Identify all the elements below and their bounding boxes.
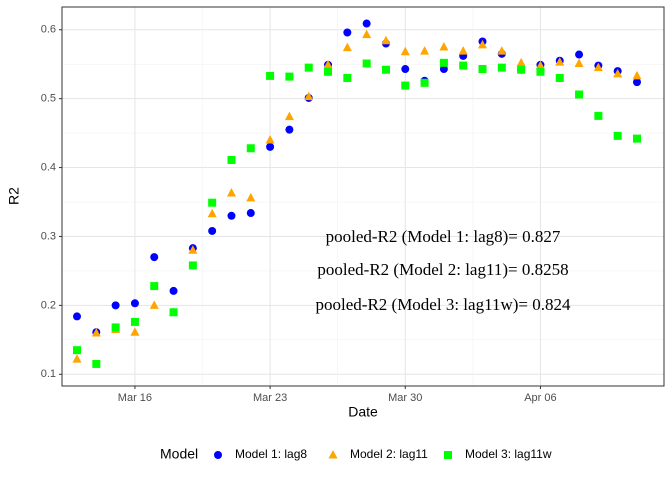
- marks: [72, 19, 642, 368]
- point: [613, 68, 623, 78]
- point: [323, 59, 333, 69]
- point: [169, 286, 178, 295]
- x-tick-label: Mar 16: [118, 392, 152, 404]
- point: [516, 57, 526, 67]
- annotation: pooled-R2 (Model 1: lag8)= 0.827: [326, 227, 561, 246]
- x-tick-label: Mar 23: [253, 392, 287, 404]
- point: [285, 72, 294, 81]
- point: [439, 65, 448, 74]
- point: [362, 59, 371, 68]
- point: [111, 323, 120, 332]
- point: [555, 57, 565, 66]
- point: [246, 192, 256, 202]
- point: [517, 65, 526, 74]
- point: [284, 111, 294, 121]
- point: [459, 61, 468, 70]
- point: [478, 65, 487, 74]
- point: [324, 67, 333, 76]
- point: [285, 125, 294, 134]
- point: [92, 359, 101, 368]
- point: [478, 39, 488, 49]
- point: [574, 58, 584, 68]
- point: [188, 261, 197, 270]
- point: [150, 282, 159, 291]
- y-tick-label: 0.2: [41, 299, 56, 311]
- point: [150, 253, 159, 262]
- point: [536, 67, 545, 76]
- point: [304, 91, 314, 101]
- point: [208, 198, 217, 207]
- x-axis-title: Date: [348, 404, 378, 420]
- point: [594, 111, 603, 120]
- point: [593, 62, 603, 72]
- point: [535, 60, 545, 70]
- point: [169, 308, 178, 317]
- panel-border: [61, 6, 665, 387]
- point: [73, 312, 81, 321]
- point: [208, 226, 217, 235]
- point: [343, 73, 352, 82]
- annotation: pooled-R2 (Model 3: lag11w)= 0.824: [316, 295, 571, 314]
- point: [632, 70, 642, 80]
- legend-label: Model 3: lag11w: [465, 447, 552, 461]
- point: [575, 50, 584, 59]
- point: [91, 327, 101, 337]
- point: [207, 208, 217, 218]
- point: [343, 28, 352, 37]
- legend-title: Model: [160, 446, 198, 462]
- legend-label: Model 2: lag11: [350, 447, 428, 461]
- point: [362, 29, 372, 39]
- legend-key: [328, 450, 338, 459]
- point: [458, 46, 468, 55]
- y-tick-label: 0.3: [41, 230, 56, 242]
- point: [304, 63, 313, 72]
- point: [497, 63, 506, 72]
- point: [613, 131, 622, 140]
- point: [420, 46, 430, 55]
- point: [111, 301, 120, 310]
- point: [73, 346, 81, 355]
- y-tick-label: 0.1: [41, 368, 56, 380]
- point: [130, 299, 139, 308]
- point: [400, 46, 410, 56]
- point: [246, 209, 255, 218]
- y-tick-label: 0.5: [41, 93, 56, 105]
- point: [401, 65, 410, 74]
- point: [246, 144, 255, 153]
- y-tick-label: 0.4: [41, 161, 56, 173]
- point: [130, 327, 140, 336]
- point: [401, 81, 410, 90]
- point: [72, 354, 82, 363]
- point: [149, 300, 159, 309]
- point: [439, 58, 448, 67]
- point: [130, 317, 139, 326]
- point: [555, 73, 564, 82]
- point: [362, 19, 371, 28]
- x-tick-label: Apr 06: [524, 392, 556, 404]
- point: [188, 245, 198, 254]
- point: [632, 78, 641, 87]
- x-tick-label: Mar 30: [388, 392, 422, 404]
- y-tick-label: 0.6: [41, 24, 56, 36]
- point: [420, 78, 429, 87]
- point: [575, 90, 584, 99]
- point: [439, 41, 449, 51]
- point: [227, 155, 236, 164]
- point: [227, 211, 236, 220]
- legend-key: [444, 451, 452, 459]
- point: [265, 134, 275, 144]
- y-axis-title: R2: [6, 187, 22, 205]
- legend-label: Model 1: lag8: [235, 447, 307, 461]
- point: [632, 134, 641, 143]
- legend-key: [214, 451, 222, 459]
- point: [381, 35, 391, 45]
- point: [497, 46, 507, 55]
- point: [226, 188, 236, 197]
- point: [381, 65, 390, 74]
- annotation: pooled-R2 (Model 2: lag11)= 0.8258: [317, 260, 568, 279]
- point: [266, 142, 275, 151]
- point: [342, 42, 352, 52]
- point: [266, 71, 275, 80]
